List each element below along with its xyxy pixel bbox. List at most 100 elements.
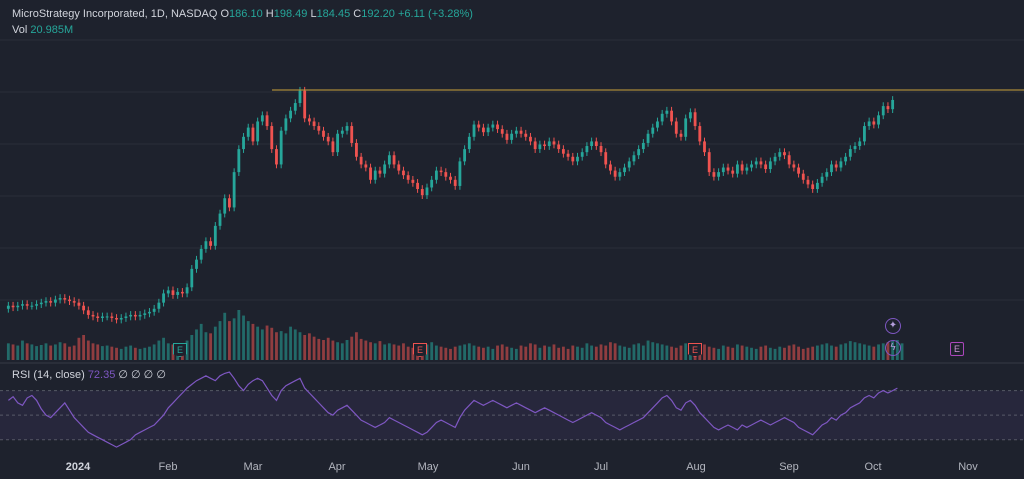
dividend-icon[interactable]: ✦: [885, 318, 901, 334]
candle-body: [740, 164, 744, 171]
candle-body: [317, 126, 321, 131]
volume-value: 20.985M: [30, 24, 74, 36]
volume-bar: [477, 346, 481, 360]
candle-body: [72, 301, 76, 303]
volume-bar: [133, 347, 137, 360]
volume-bar: [599, 344, 603, 360]
earnings-upcoming-marker[interactable]: E: [950, 342, 964, 356]
volume-bar: [256, 326, 260, 360]
candle-body: [96, 316, 100, 318]
volume-bar: [232, 318, 236, 360]
volume-bar: [458, 345, 462, 360]
candle-body: [129, 314, 133, 317]
candle-body: [750, 164, 753, 168]
candle-body: [853, 146, 857, 150]
candle-body: [491, 124, 495, 128]
volume-bar: [223, 312, 227, 360]
volume-bar: [378, 341, 382, 360]
volume-bar: [199, 323, 203, 360]
volume-bar: [402, 343, 405, 360]
volume-bar: [745, 346, 749, 360]
candle-body: [660, 113, 664, 122]
volume-bar: [11, 344, 15, 360]
candle-body: [877, 115, 880, 125]
volume-bar: [209, 333, 213, 360]
volume-bar: [576, 346, 579, 360]
candle-body: [627, 161, 631, 168]
candle-body: [768, 161, 772, 170]
volume-bar: [72, 345, 76, 360]
candle-body: [632, 155, 636, 162]
change-value: +6.11 (+3.28%): [397, 8, 473, 20]
candle-body: [209, 241, 213, 246]
volume-bar: [30, 344, 34, 360]
volume-bar: [627, 347, 631, 360]
volume-bar: [651, 342, 655, 360]
candle-body: [557, 144, 561, 150]
candle-body: [881, 106, 885, 116]
open-value: 186.10: [229, 8, 263, 20]
split-icon[interactable]: ϟ: [885, 340, 901, 356]
volume-bar: [524, 346, 528, 360]
volume-bar: [218, 321, 222, 360]
candle-body: [143, 313, 147, 315]
volume-bar: [364, 340, 368, 360]
candle-body: [199, 248, 203, 260]
x-axis-label: 2024: [65, 461, 91, 473]
x-axis-label: Sep: [779, 461, 799, 473]
symbol-title[interactable]: MicroStrategy Incorporated, 1D, NASDAQ: [12, 8, 218, 20]
volume-bar: [632, 344, 636, 360]
candlestick-series: [6, 86, 895, 324]
volume-bar: [185, 340, 189, 360]
volume-bar: [736, 344, 739, 360]
candle-body: [736, 164, 739, 174]
earnings-marker[interactable]: E: [173, 343, 187, 357]
volume-bar: [552, 344, 556, 360]
volume-bar: [44, 343, 48, 360]
candle-body: [256, 121, 260, 142]
candle-body: [844, 156, 848, 162]
candle-body: [519, 130, 523, 134]
candle-body: [656, 121, 659, 128]
candle-body: [510, 133, 514, 140]
earnings-marker[interactable]: E: [413, 343, 427, 357]
candle-body: [609, 164, 612, 171]
candle-body: [180, 291, 184, 294]
volume-bar: [16, 345, 20, 360]
volume-bar: [58, 342, 62, 360]
candle-body: [101, 316, 104, 318]
candle-body: [416, 182, 419, 190]
volume-bar: [119, 348, 123, 360]
candle-body: [355, 142, 358, 157]
candle-body: [505, 133, 509, 140]
rsi-label[interactable]: RSI (14, close): [12, 369, 85, 381]
volume-bar: [293, 329, 297, 360]
volume-bar: [279, 331, 283, 360]
candle-body: [378, 170, 382, 174]
open-label: O: [220, 8, 230, 20]
volume-bar: [289, 326, 292, 360]
volume-label[interactable]: Vol: [12, 24, 28, 36]
candle-body: [444, 172, 448, 177]
candle-body: [228, 198, 231, 208]
volume-bar: [213, 326, 217, 360]
volume-bar: [326, 337, 330, 360]
volume-bar: [717, 348, 721, 360]
close-label: C: [353, 8, 362, 20]
volume-bar: [538, 347, 542, 360]
volume-bar: [872, 346, 876, 360]
volume-bar: [811, 346, 815, 360]
grid-lines: [0, 39, 1024, 301]
volume-bar: [105, 345, 109, 360]
x-axis-label: Jun: [512, 461, 530, 473]
candle-body: [594, 141, 598, 147]
candle-body: [152, 308, 156, 312]
candle-body: [242, 136, 245, 150]
volume-bar: [731, 347, 735, 360]
candle-body: [792, 164, 796, 168]
x-axis-label: Oct: [864, 461, 882, 473]
earnings-marker[interactable]: E: [688, 343, 702, 357]
volume-bar: [665, 345, 669, 360]
low-label: L: [310, 8, 317, 20]
